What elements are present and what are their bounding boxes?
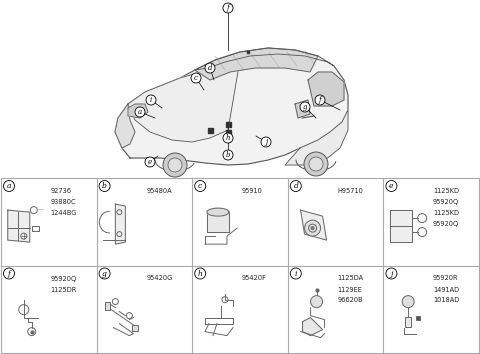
Bar (226, 130, 230, 135)
Polygon shape (128, 60, 240, 142)
Bar (226, 121, 230, 126)
Polygon shape (115, 48, 348, 165)
Circle shape (300, 102, 310, 112)
Circle shape (311, 296, 323, 308)
Circle shape (261, 137, 271, 147)
Text: 1491AD: 1491AD (433, 286, 459, 292)
Circle shape (309, 157, 323, 171)
Bar (405, 316, 411, 327)
Circle shape (386, 181, 397, 192)
Polygon shape (302, 318, 323, 336)
Circle shape (146, 95, 156, 105)
Text: 1125KD: 1125KD (433, 210, 459, 216)
Bar (1, 178, 479, 353)
Polygon shape (308, 72, 344, 106)
Circle shape (311, 227, 314, 230)
Bar (105, 302, 110, 310)
Circle shape (386, 268, 397, 279)
Bar (416, 316, 420, 320)
Text: g: g (102, 269, 107, 278)
Polygon shape (295, 100, 310, 118)
Text: a: a (7, 182, 11, 190)
Text: h: h (226, 134, 230, 142)
Circle shape (223, 133, 233, 143)
Text: b: b (102, 182, 107, 190)
Text: 95910: 95910 (242, 188, 263, 194)
Circle shape (3, 268, 14, 279)
Circle shape (99, 268, 110, 279)
Polygon shape (207, 208, 229, 216)
Text: 95920Q: 95920Q (433, 221, 459, 227)
Polygon shape (207, 212, 229, 232)
Text: f: f (319, 96, 321, 104)
Text: i: i (295, 269, 297, 278)
Text: 1018AD: 1018AD (433, 297, 459, 303)
Circle shape (191, 73, 201, 83)
Text: H95710: H95710 (337, 188, 363, 194)
Polygon shape (195, 48, 318, 80)
Circle shape (145, 157, 155, 167)
Text: 1125DA: 1125DA (337, 275, 364, 281)
Text: 92736: 92736 (51, 188, 72, 194)
Text: 93880C: 93880C (51, 199, 76, 205)
Polygon shape (195, 48, 334, 70)
Circle shape (135, 107, 145, 117)
Circle shape (402, 296, 414, 308)
Text: 1125KD: 1125KD (433, 188, 459, 194)
Text: 95920R: 95920R (433, 275, 459, 281)
Polygon shape (300, 210, 326, 240)
Circle shape (99, 181, 110, 192)
Polygon shape (128, 104, 148, 118)
Text: h: h (198, 269, 203, 278)
Polygon shape (390, 210, 412, 242)
Circle shape (290, 181, 301, 192)
Text: 95920Q: 95920Q (51, 275, 77, 281)
Text: f: f (8, 269, 11, 278)
Text: 95420F: 95420F (242, 275, 267, 281)
Circle shape (163, 153, 187, 177)
Text: b: b (226, 151, 230, 159)
Text: i: i (150, 96, 152, 104)
Text: 96620B: 96620B (337, 297, 363, 303)
Text: c: c (194, 74, 198, 82)
Circle shape (168, 158, 182, 172)
Bar (207, 127, 213, 132)
Circle shape (195, 268, 206, 279)
Text: d: d (208, 64, 212, 72)
Text: —: — (38, 208, 43, 213)
Text: 1244BG: 1244BG (51, 210, 77, 216)
Text: g: g (303, 103, 307, 111)
Polygon shape (285, 110, 348, 165)
Text: 1125DR: 1125DR (51, 286, 77, 292)
Bar (32, 225, 39, 230)
Circle shape (205, 63, 215, 73)
Circle shape (315, 95, 325, 105)
Circle shape (223, 150, 233, 160)
Text: d: d (293, 182, 298, 190)
Circle shape (290, 268, 301, 279)
Text: 95420G: 95420G (146, 275, 173, 281)
Text: j: j (265, 138, 267, 146)
Text: 95480A: 95480A (146, 188, 172, 194)
Circle shape (195, 181, 206, 192)
Text: 95920Q: 95920Q (433, 199, 459, 205)
Text: f: f (227, 4, 229, 12)
Bar (132, 325, 138, 331)
Polygon shape (115, 204, 125, 244)
Text: j: j (390, 269, 393, 278)
Circle shape (3, 181, 14, 192)
Text: c: c (198, 182, 203, 190)
Circle shape (304, 152, 328, 176)
Text: a: a (138, 108, 142, 116)
Text: e: e (389, 182, 394, 190)
Polygon shape (8, 210, 30, 242)
Polygon shape (115, 104, 135, 148)
Circle shape (223, 3, 233, 13)
Text: e: e (148, 158, 152, 166)
Text: 1129EE: 1129EE (337, 286, 362, 292)
Circle shape (305, 220, 321, 236)
